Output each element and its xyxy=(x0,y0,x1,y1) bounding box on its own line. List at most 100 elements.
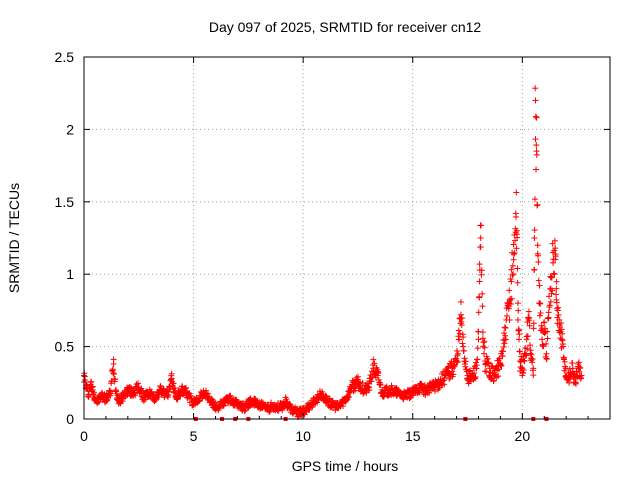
data-point xyxy=(548,290,555,297)
data-point xyxy=(545,293,552,300)
data-point-peak xyxy=(578,372,585,379)
data-point-peak xyxy=(282,398,289,405)
data-point-peak xyxy=(473,365,480,372)
data-point xyxy=(455,327,462,334)
data-point-peak xyxy=(531,235,538,241)
data-point xyxy=(560,343,567,350)
data-point-peak xyxy=(168,375,175,382)
data-point-peak xyxy=(311,398,318,405)
data-point xyxy=(514,316,521,323)
data-point-peak xyxy=(457,311,464,318)
data-point xyxy=(480,350,487,357)
data-point xyxy=(514,265,521,272)
data-point xyxy=(481,344,488,351)
data-point xyxy=(472,373,479,380)
data-point xyxy=(543,356,550,363)
data-point xyxy=(204,390,211,397)
data-point xyxy=(541,319,548,326)
data-point xyxy=(526,322,533,329)
data-point-peak xyxy=(541,329,548,336)
data-point-peak xyxy=(436,379,443,386)
data-point xyxy=(532,136,539,143)
data-point-peak xyxy=(569,365,576,372)
data-point-peak xyxy=(146,389,153,396)
data-point-peak xyxy=(120,392,127,399)
data-point xyxy=(480,339,487,346)
data-point xyxy=(483,368,490,375)
data-point-peak xyxy=(571,379,578,386)
data-point xyxy=(479,303,486,310)
y-axis-label: SRMTID / TECUs xyxy=(6,183,22,293)
data-point xyxy=(476,294,483,301)
data-point xyxy=(513,189,520,196)
data-point-peak xyxy=(278,404,285,411)
data-point xyxy=(553,296,560,303)
data-point-peak xyxy=(547,285,554,292)
data-point xyxy=(164,387,171,394)
data-point xyxy=(460,334,467,341)
data-point-peak xyxy=(262,405,269,412)
data-point xyxy=(508,295,515,302)
data-point xyxy=(525,308,532,315)
data-point-peak xyxy=(525,314,532,321)
data-point xyxy=(551,237,558,244)
data-point-peak xyxy=(219,401,226,408)
data-point-peak xyxy=(543,350,550,357)
data-point-peak xyxy=(539,336,546,343)
data-point xyxy=(432,388,439,395)
data-point xyxy=(455,350,462,357)
data-point xyxy=(573,380,580,387)
data-point xyxy=(461,355,468,362)
data-point xyxy=(475,309,482,316)
data-point xyxy=(354,373,361,380)
data-point-peak xyxy=(501,336,508,343)
data-point xyxy=(450,371,457,378)
x-tick-label: 5 xyxy=(190,428,198,444)
data-point xyxy=(531,227,538,234)
data-point-peak xyxy=(506,300,513,307)
data-point xyxy=(509,262,516,269)
data-point-peak xyxy=(479,329,486,336)
data-point-peak xyxy=(212,404,219,411)
data-point xyxy=(503,312,510,319)
data-point xyxy=(351,384,358,391)
data-point-peak xyxy=(508,278,515,285)
data-point xyxy=(536,312,543,319)
data-point-peak xyxy=(116,398,123,405)
data-point xyxy=(530,325,537,332)
data-point xyxy=(553,299,560,306)
data-point xyxy=(547,298,554,305)
data-point-peak xyxy=(516,336,523,343)
data-point xyxy=(439,378,446,385)
data-point xyxy=(551,271,558,278)
data-point xyxy=(514,279,521,286)
data-point xyxy=(478,222,485,229)
data-point-peak xyxy=(129,389,136,396)
data-point xyxy=(110,369,117,376)
data-point-peak xyxy=(107,389,114,396)
x-tick-label: 15 xyxy=(405,428,421,444)
data-point-peak xyxy=(89,387,96,394)
data-point-peak xyxy=(409,389,416,396)
data-point xyxy=(520,370,527,377)
data-point xyxy=(548,274,555,281)
data-point xyxy=(370,356,377,363)
data-point-peak xyxy=(513,227,520,234)
data-point-peak xyxy=(449,365,456,372)
data-point-peak xyxy=(416,384,423,391)
chart-title: Day 097 of 2025, SRMTID for receiver cn1… xyxy=(209,19,482,35)
data-point-peak xyxy=(295,410,302,417)
data-point xyxy=(319,388,326,395)
data-point-peak xyxy=(530,365,537,372)
data-point-peak xyxy=(486,365,493,372)
data-point-peak xyxy=(348,384,355,391)
data-point xyxy=(508,266,515,273)
data-point-peak xyxy=(240,404,247,411)
data-point-peak xyxy=(497,360,504,367)
y-tick-label: 0.5 xyxy=(55,339,75,355)
data-point-peak xyxy=(455,336,462,343)
data-point-peak xyxy=(328,401,335,408)
data-point-peak xyxy=(550,249,557,256)
